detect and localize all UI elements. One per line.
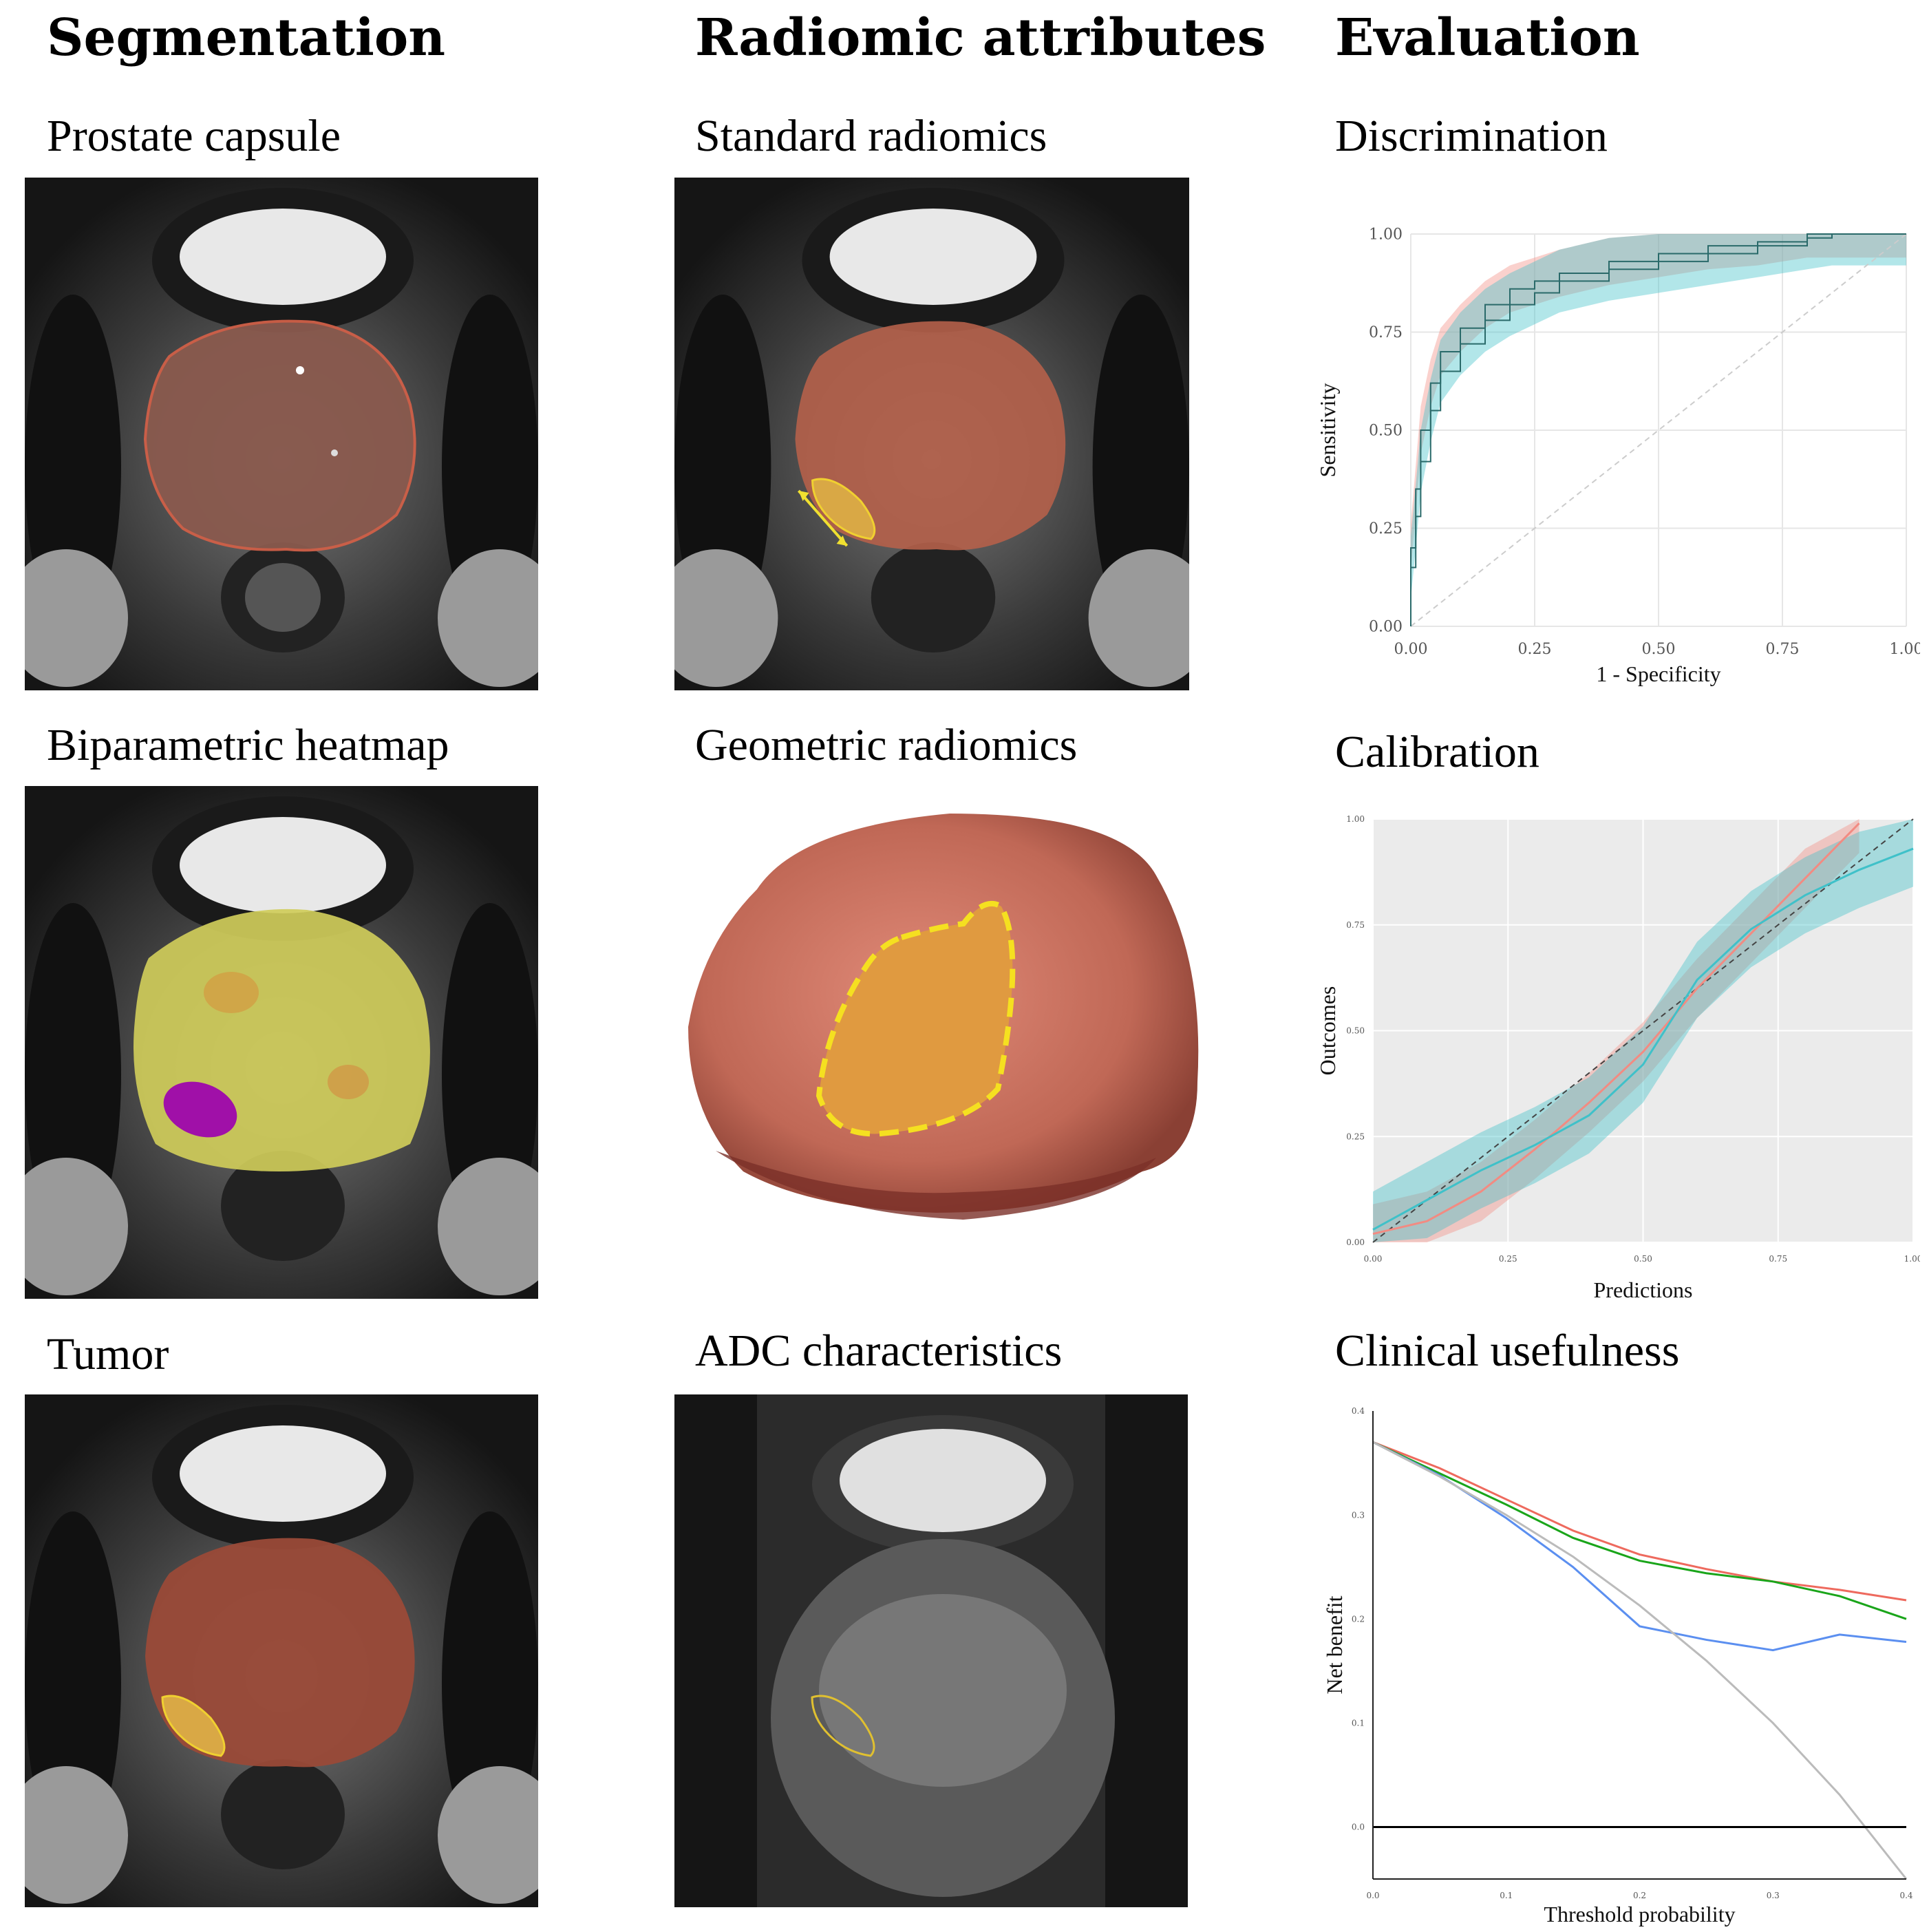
y-tick-label: 0.00 bbox=[1346, 1238, 1365, 1247]
dca-plot: 0.0 0.1 0.2 0.3 0.4 0.0 0.1 0.2 0.3 0.4 Threshold … bbox=[1322, 1406, 1913, 1926]
x-tick-label: 0.4 bbox=[1899, 1891, 1912, 1900]
y-tick-label: 0.0 bbox=[1352, 1823, 1365, 1832]
label-calibration: Calibration bbox=[1335, 727, 1539, 777]
x-axis-title: Threshold probability bbox=[1544, 1902, 1735, 1926]
x-axis-title: Predictions bbox=[1594, 1277, 1693, 1302]
x-tick-label: 0.00 bbox=[1394, 641, 1428, 658]
series-line-model-B bbox=[1410, 233, 1906, 626]
series-line-green bbox=[1372, 1441, 1907, 1620]
chart-calibration: 0.00 0.25 0.50 0.75 1.00 0.00 0.25 0.50 0.75 1.00… bbox=[1301, 788, 1920, 1308]
chart-clinical-usefulness: 0.0 0.1 0.2 0.3 0.4 0.0 0.1 0.2 0.3 0.4 Threshold … bbox=[1301, 1397, 1920, 1927]
y-axis-title: Sensitivity bbox=[1315, 383, 1340, 478]
reference-diagonal bbox=[1372, 818, 1914, 1243]
label-discrimination: Discrimination bbox=[1335, 111, 1608, 161]
label-tumor: Tumor bbox=[47, 1329, 169, 1379]
mri-standard-radiomics bbox=[674, 178, 1189, 690]
confidence-band bbox=[1373, 819, 1859, 1242]
column-title-segmentation: Segmentation bbox=[47, 8, 446, 67]
y-tick-label: 0.2 bbox=[1352, 1614, 1365, 1624]
series-line-model-A bbox=[1372, 822, 1860, 1235]
mri-biparametric-heatmap bbox=[25, 786, 538, 1299]
y-tick-label: 0.75 bbox=[1346, 920, 1365, 930]
y-tick-label: 0.00 bbox=[1369, 619, 1403, 636]
y-tick-label: 0.3 bbox=[1352, 1510, 1365, 1520]
series-line-model-A bbox=[1410, 233, 1906, 626]
y-tick-label: 0.50 bbox=[1346, 1026, 1365, 1036]
mri-tumor bbox=[25, 1394, 538, 1907]
y-tick-label: 0.1 bbox=[1352, 1719, 1365, 1728]
y-axis-title: Net benefit bbox=[1322, 1595, 1347, 1694]
x-tick-label: 1.00 bbox=[1890, 641, 1920, 658]
x-tick-label: 0.3 bbox=[1767, 1891, 1780, 1900]
x-tick-label: 0.1 bbox=[1500, 1891, 1513, 1900]
label-adc-characteristics: ADC characteristics bbox=[695, 1326, 1063, 1376]
mri-adc bbox=[674, 1394, 1188, 1907]
x-tick-label: 0.00 bbox=[1364, 1254, 1383, 1264]
x-tick-label: 0.25 bbox=[1499, 1254, 1517, 1264]
y-tick-label: 0.25 bbox=[1369, 520, 1403, 538]
calibration-plot: 0.00 0.25 0.50 0.75 1.00 0.00 0.25 0.50 0.75 1.00… bbox=[1315, 814, 1920, 1302]
series-line-treat-all bbox=[1372, 1441, 1908, 1880]
y-tick-label: 0.25 bbox=[1346, 1132, 1365, 1141]
series-line-red bbox=[1372, 1441, 1907, 1602]
label-biparametric-heatmap: Biparametric heatmap bbox=[47, 720, 449, 770]
x-tick-label: 0.50 bbox=[1642, 641, 1676, 658]
column-title-radiomic: Radiomic attributes bbox=[695, 8, 1266, 67]
x-tick-label: 0.25 bbox=[1518, 641, 1552, 658]
x-tick-label: 0.75 bbox=[1769, 1254, 1787, 1264]
label-clinical-usefulness: Clinical usefulness bbox=[1335, 1326, 1680, 1376]
series-line-model-B bbox=[1372, 847, 1914, 1231]
chart-discrimination: 0.00 0.25 0.50 0.75 1.00 0.00 0.25 0.50 0.75 1.00… bbox=[1301, 206, 1920, 702]
roc-plot: 0.00 0.25 0.50 0.75 1.00 0.00 0.25 0.50 0.75 1.00… bbox=[1315, 226, 1920, 686]
x-tick-label: 0.50 bbox=[1634, 1254, 1652, 1264]
x-axis-title: 1 - Specificity bbox=[1596, 661, 1720, 686]
y-tick-label: 0.50 bbox=[1369, 423, 1403, 440]
x-tick-label: 0.0 bbox=[1366, 1891, 1379, 1900]
y-tick-label: 0.75 bbox=[1369, 324, 1403, 341]
mri-prostate-capsule bbox=[25, 178, 538, 690]
x-tick-label: 0.75 bbox=[1766, 641, 1800, 658]
plot-background bbox=[1373, 1411, 1906, 1879]
x-tick-label: 0.2 bbox=[1633, 1891, 1646, 1900]
y-tick-label: 1.00 bbox=[1346, 814, 1365, 824]
geometric-3d-render bbox=[674, 786, 1225, 1268]
y-tick-label: 1.00 bbox=[1369, 226, 1403, 244]
label-geometric-radiomics: Geometric radiomics bbox=[695, 720, 1078, 770]
label-prostate-capsule: Prostate capsule bbox=[47, 111, 341, 161]
label-standard-radiomics: Standard radiomics bbox=[695, 111, 1047, 161]
y-axis-title: Outcomes bbox=[1315, 986, 1340, 1076]
column-title-evaluation: Evaluation bbox=[1335, 8, 1640, 67]
x-tick-label: 1.00 bbox=[1904, 1254, 1920, 1264]
y-tick-label: 0.4 bbox=[1352, 1406, 1365, 1416]
